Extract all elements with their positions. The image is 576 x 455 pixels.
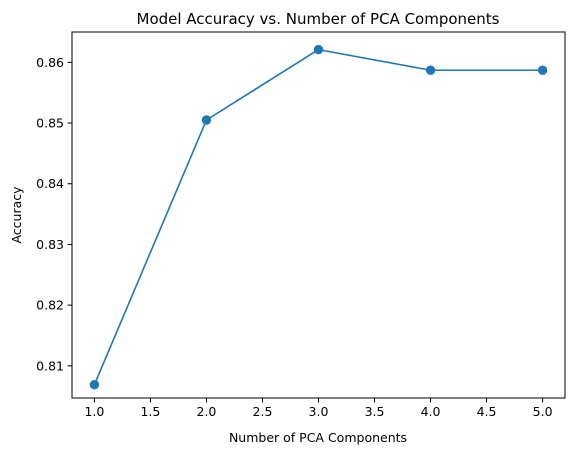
x-axis-label: Number of PCA Components bbox=[229, 430, 407, 445]
x-tick-label: 5.0 bbox=[533, 404, 553, 419]
data-point bbox=[537, 65, 548, 75]
data-point bbox=[425, 65, 436, 75]
x-tick-label: 3.0 bbox=[309, 404, 329, 419]
y-tick-label: 0.83 bbox=[36, 237, 64, 252]
x-tick-label: 2.5 bbox=[253, 404, 273, 419]
y-tick-label: 0.84 bbox=[36, 176, 64, 191]
x-tick-label: 4.0 bbox=[421, 404, 441, 419]
y-axis-label: Accuracy bbox=[9, 186, 24, 244]
plot-area bbox=[71, 31, 566, 399]
y-tick-label: 0.82 bbox=[36, 298, 64, 313]
data-point bbox=[313, 44, 324, 55]
x-tick-label: 4.5 bbox=[477, 404, 497, 419]
y-tick-label: 0.85 bbox=[36, 116, 64, 131]
x-axis-ticks: 1.0 1.5 2.0 2.5 3.0 3.5 4.0 4.5 5.0 bbox=[84, 398, 553, 419]
data-point bbox=[89, 379, 100, 390]
x-tick-label: 1.5 bbox=[140, 404, 160, 419]
y-tick-label: 0.86 bbox=[36, 55, 64, 70]
chart-title: Model Accuracy vs. Number of PCA Compone… bbox=[137, 10, 500, 28]
y-axis-ticks: 0.81 0.82 0.83 0.84 0.85 0.86 bbox=[36, 55, 72, 373]
series-layer bbox=[89, 44, 548, 390]
x-tick-label: 3.5 bbox=[365, 404, 385, 419]
series-line bbox=[93, 48, 544, 386]
x-tick-label: 1.0 bbox=[84, 404, 104, 419]
y-tick-label: 0.81 bbox=[36, 358, 64, 373]
x-tick-label: 2.0 bbox=[197, 404, 217, 419]
data-point bbox=[201, 115, 212, 125]
